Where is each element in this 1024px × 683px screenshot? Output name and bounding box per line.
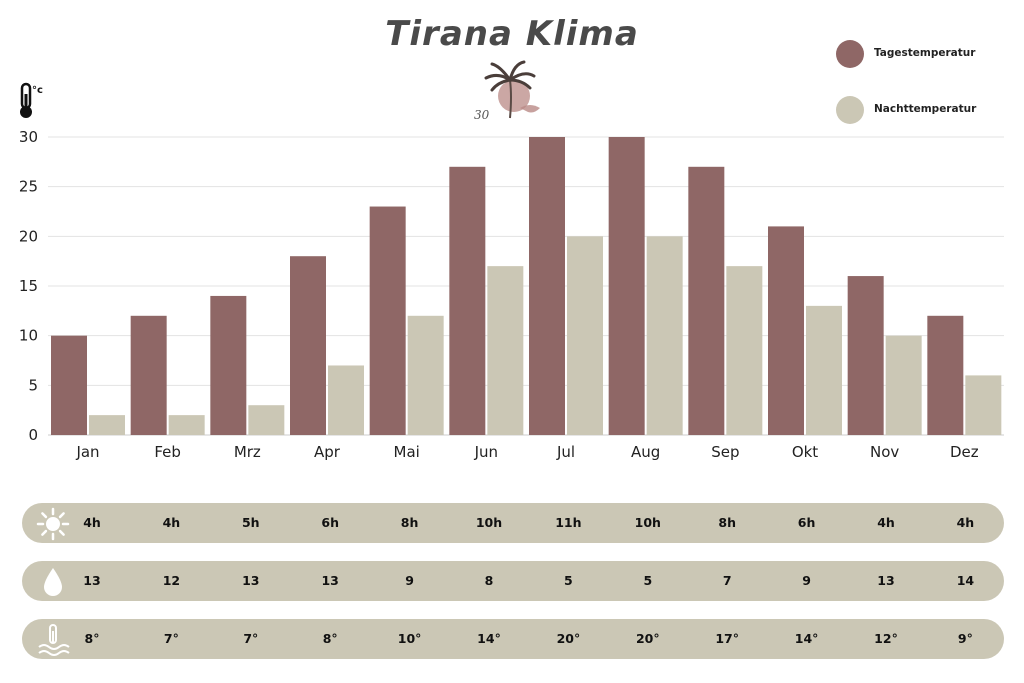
rain-days-value: 9 <box>802 573 811 588</box>
water-temperature-value: 9° <box>957 631 973 646</box>
sunshine-hours-value: 4h <box>877 515 895 530</box>
logo-text: 30 <box>474 108 490 122</box>
legend-label-day: Tagestemperatur <box>874 47 976 59</box>
rain-days-value: 13 <box>321 573 339 588</box>
palm-logo-icon <box>484 60 540 119</box>
legend-item-day: Tagestemperatur <box>836 40 1006 70</box>
x-tick-label: Okt <box>792 443 818 461</box>
bar-day <box>927 315 964 435</box>
bar-night <box>168 415 205 435</box>
sun-icon <box>36 507 70 541</box>
legend-swatch-night <box>836 96 864 124</box>
x-tick-label: Mai <box>394 443 420 461</box>
x-tick-label: Jul <box>556 443 575 461</box>
water-drop-icon <box>36 565 70 599</box>
bar-day <box>608 137 645 435</box>
bar-night <box>885 335 922 435</box>
bar-day <box>130 315 167 435</box>
chart-title: Tirana Klima <box>385 14 639 54</box>
sunshine-hours-value: 8h <box>400 515 419 530</box>
bar-day <box>688 166 725 436</box>
water-temperature-value: 14° <box>477 631 501 646</box>
bar-day <box>529 137 565 435</box>
rain-days-value: 5 <box>564 573 573 588</box>
rain-days-value: 12 <box>162 573 181 588</box>
y-tick-label: 15 <box>19 277 38 295</box>
legend-item-night: Nachttemperatur <box>836 96 1006 126</box>
bar-night <box>806 305 842 435</box>
water-temperature-value: 20° <box>556 631 581 646</box>
water-temperature-value: 8° <box>322 631 338 646</box>
x-tick-label: Sep <box>711 443 739 461</box>
rain-days-value: 13 <box>242 573 260 588</box>
sunshine-hours-value: 11h <box>555 515 582 530</box>
bar-night <box>407 315 444 435</box>
water-temperature-value: 7° <box>163 631 179 646</box>
water-temperature-value: 20° <box>635 631 660 646</box>
bar-night <box>567 236 603 435</box>
water-temperature-value: 14° <box>794 631 819 646</box>
rain-days-value: 14 <box>956 573 975 588</box>
x-tick-label: Jun <box>474 443 498 461</box>
bar-chart: 0 5 10 15 20 25 30 Jan Feb Mrz Apr Mai Jun Jul Aug Sep O… <box>19 128 1004 461</box>
sunshine-hours-row: 4h 4h 5h 6h 8h 10h 11h 10h 8h 6h 4h 4h <box>22 503 1004 543</box>
thermometer-icon: °c <box>20 82 43 118</box>
bar-day <box>449 166 486 436</box>
water-temperature-row: 8° 7° 7° 8° 10° 14° 20° 20° 17° 14° 12° 9° <box>22 619 1004 659</box>
water-temperature-value: 10° <box>397 631 422 646</box>
legend-swatch-day <box>836 40 864 68</box>
bar-day <box>847 276 884 435</box>
y-tick-label: 0 <box>28 426 38 444</box>
sunshine-hours-value: 5h <box>241 515 260 530</box>
bar-day <box>51 335 87 435</box>
sunshine-hours-value: 10h <box>634 515 661 530</box>
bar-night <box>248 405 285 435</box>
bar-night <box>726 266 763 435</box>
rain-days-value: 5 <box>643 573 653 588</box>
unit-label: °c <box>32 85 43 96</box>
water-temperature-value: 7° <box>243 631 259 646</box>
water-temperature-value: 12° <box>874 631 898 646</box>
x-tick-label: Dez <box>950 443 979 461</box>
sunshine-hours-value: 6h <box>321 515 339 530</box>
rain-days-value: 9 <box>405 573 414 588</box>
bar-day <box>768 226 804 435</box>
x-tick-label: Mrz <box>234 443 261 461</box>
sunshine-hours-value: 10h <box>475 515 503 530</box>
y-tick-label: 5 <box>28 376 38 394</box>
sunshine-hours-value: 4h <box>956 515 975 530</box>
water-temperature-value: 8° <box>84 631 100 646</box>
rain-days-value: 8 <box>484 573 494 588</box>
sunshine-hours-value: 4h <box>162 515 181 530</box>
x-tick-label: Apr <box>314 443 341 461</box>
bar-day <box>290 256 326 435</box>
rain-days-value: 13 <box>877 573 895 588</box>
y-tick-label: 20 <box>19 227 38 245</box>
bar-night <box>965 375 1002 435</box>
y-tick-label: 10 <box>19 327 38 345</box>
x-tick-label: Aug <box>631 443 660 461</box>
x-tick-label: Jan <box>75 443 99 461</box>
water-temperature-value: 17° <box>715 631 740 646</box>
x-tick-label: Nov <box>870 443 899 461</box>
bar-night <box>646 236 683 435</box>
rain-days-value: 13 <box>83 573 101 588</box>
sunshine-hours-value: 8h <box>718 515 736 530</box>
bar-night <box>487 266 524 435</box>
sunshine-hours-value: 6h <box>797 515 816 530</box>
rain-days-value: 7 <box>722 573 732 588</box>
y-tick-label: 25 <box>19 178 38 196</box>
bar-night <box>328 365 364 435</box>
y-tick-label: 30 <box>19 128 38 146</box>
x-tick-label: Feb <box>154 443 181 461</box>
bar-day <box>369 206 406 435</box>
water-thermometer-icon <box>36 623 70 657</box>
rain-days-row: 13 12 13 13 9 8 5 5 7 9 13 14 <box>22 561 1004 601</box>
bar-day <box>210 295 247 435</box>
bar-night <box>89 415 125 435</box>
sunshine-hours-value: 4h <box>83 515 101 530</box>
legend-label-night: Nachttemperatur <box>874 103 977 115</box>
